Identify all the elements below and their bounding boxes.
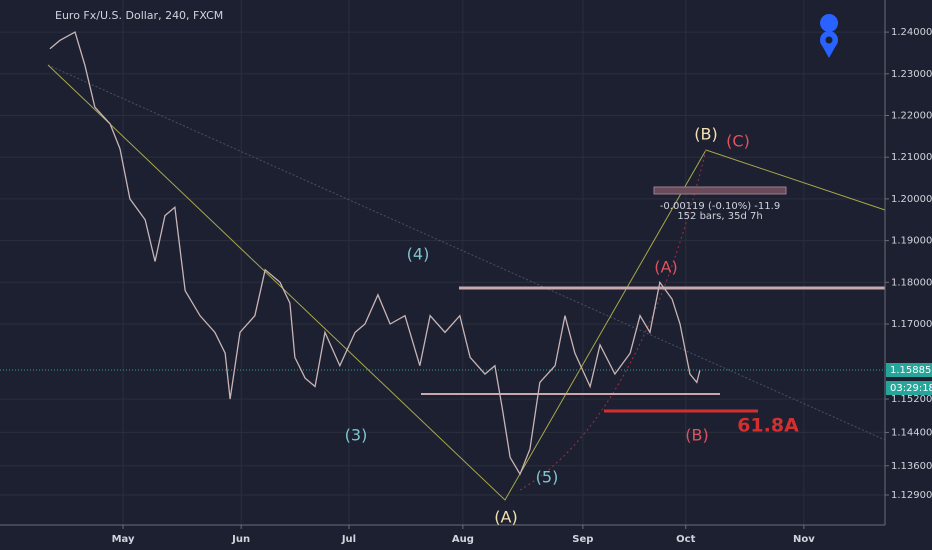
y-tick-label: 1.19000 xyxy=(891,236,932,247)
y-tick-label: 1.21000 xyxy=(891,152,932,163)
grid xyxy=(0,0,885,525)
y-tick-label: 1.14400 xyxy=(891,427,932,438)
y-tick-label: 1.15200 xyxy=(891,394,932,405)
pin-hole xyxy=(825,36,833,44)
y-tick-label: 1.20000 xyxy=(891,194,932,205)
measure-box xyxy=(653,186,787,195)
wave-label: (5) xyxy=(536,468,559,487)
x-tick-label: Sep xyxy=(572,534,593,545)
wave-label: (A) xyxy=(654,258,677,277)
y-tick-label: 1.13600 xyxy=(891,461,932,472)
y-tick-label: 1.24000 xyxy=(891,27,932,38)
last-price-label: 1.15885 xyxy=(890,365,931,376)
x-tick-label: May xyxy=(112,534,135,545)
measure-label: -0.00119 (-0.10%) -11.9 xyxy=(660,201,780,212)
chart-title: Euro Fx/U.S. Dollar, 240, FXCM xyxy=(55,9,223,22)
x-tick-label: Jun xyxy=(231,534,250,545)
y-tick-label: 1.18000 xyxy=(891,277,932,288)
y-tick-label: 1.17000 xyxy=(891,319,932,330)
wave-label: (C) xyxy=(726,132,750,151)
x-tick-label: Nov xyxy=(793,534,815,545)
wave-line xyxy=(47,64,886,501)
last-price-box xyxy=(886,363,932,377)
x-tick-label: Aug xyxy=(452,534,474,545)
fib-label: 61.8A xyxy=(737,415,799,437)
wave-label: (A) xyxy=(494,508,517,527)
measure-label: 152 bars, 35d 7h xyxy=(677,211,762,222)
x-tick-label: Oct xyxy=(676,534,695,545)
y-tick-label: 1.12900 xyxy=(891,490,932,501)
price-line xyxy=(49,31,701,476)
wave-label: (B) xyxy=(685,426,708,445)
wave-label: (4) xyxy=(407,245,430,264)
x-tick-label: Jul xyxy=(341,534,356,545)
y-tick-label: 1.23000 xyxy=(891,69,932,80)
countdown-box xyxy=(886,381,932,395)
projection xyxy=(519,149,707,491)
y-tick-label: 1.22000 xyxy=(891,111,932,122)
trend-line xyxy=(47,64,886,441)
wave-label: (3) xyxy=(345,426,368,445)
plot xyxy=(49,31,701,476)
countdown: 03:29:18 xyxy=(890,383,932,394)
wave-label: (B) xyxy=(694,125,717,144)
